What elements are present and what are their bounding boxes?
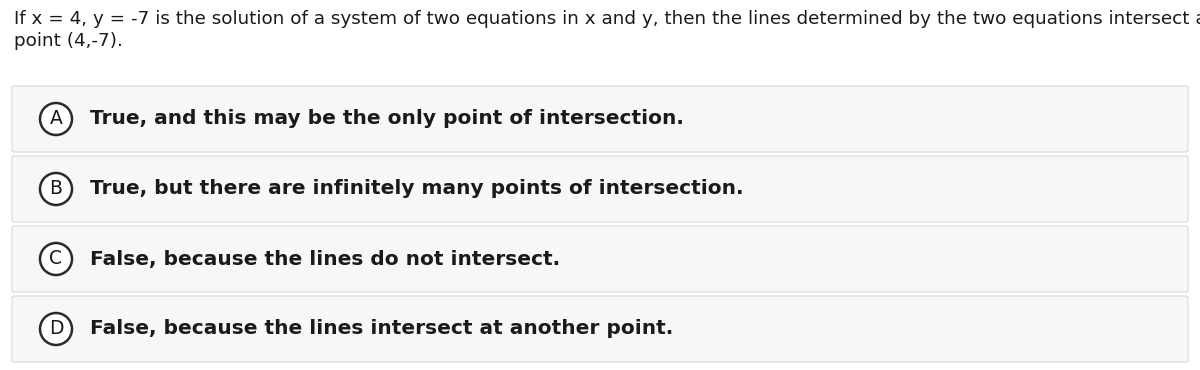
FancyBboxPatch shape <box>12 226 1188 292</box>
Text: B: B <box>49 179 62 198</box>
FancyBboxPatch shape <box>12 296 1188 362</box>
FancyBboxPatch shape <box>12 86 1188 152</box>
Text: False, because the lines intersect at another point.: False, because the lines intersect at an… <box>90 320 673 339</box>
Text: A: A <box>49 110 62 128</box>
Circle shape <box>40 103 72 135</box>
Circle shape <box>40 243 72 275</box>
Text: False, because the lines do not intersect.: False, because the lines do not intersec… <box>90 249 560 269</box>
Text: True, and this may be the only point of intersection.: True, and this may be the only point of … <box>90 110 684 128</box>
Text: point (4,-7).: point (4,-7). <box>14 32 122 50</box>
FancyBboxPatch shape <box>12 156 1188 222</box>
Text: D: D <box>49 320 64 339</box>
Text: C: C <box>49 249 62 269</box>
Text: If x = 4, y = -7 is the solution of a system of two equations in x and y, then t: If x = 4, y = -7 is the solution of a sy… <box>14 10 1200 28</box>
Text: True, but there are infinitely many points of intersection.: True, but there are infinitely many poin… <box>90 179 744 198</box>
Circle shape <box>40 173 72 205</box>
Circle shape <box>40 313 72 345</box>
